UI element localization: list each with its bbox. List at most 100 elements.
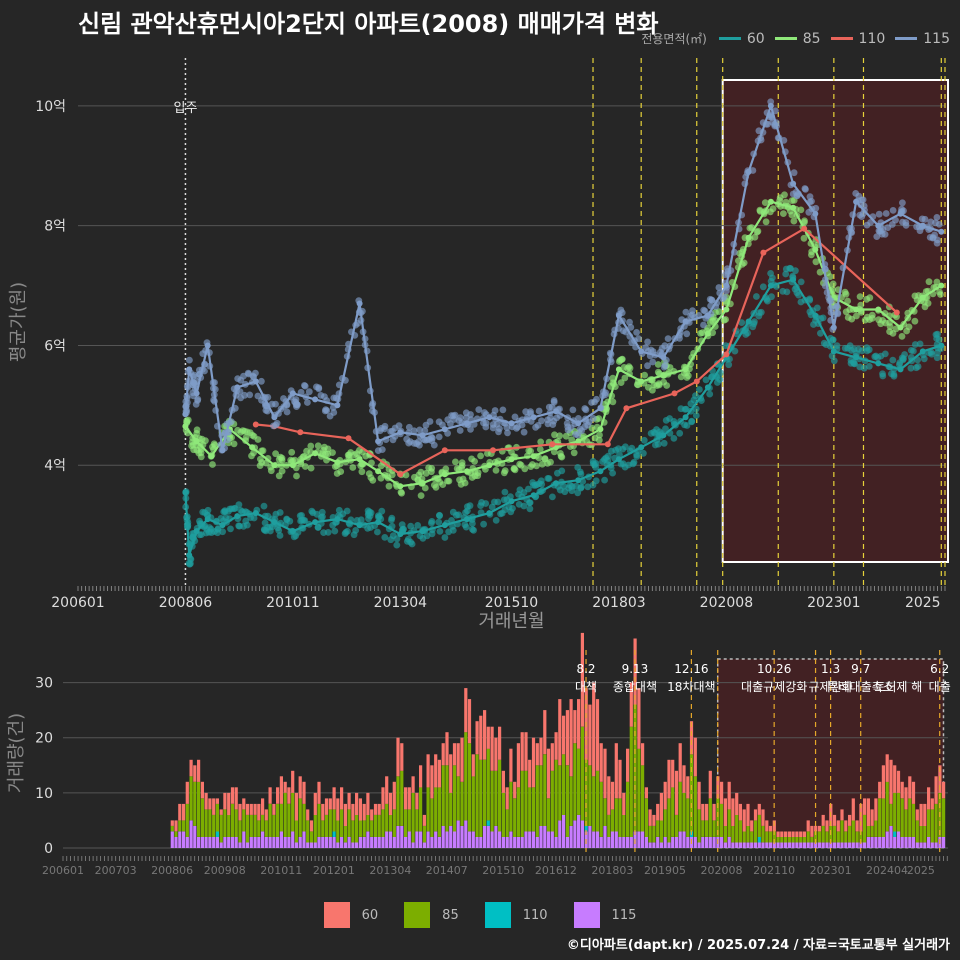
legend-bottom-item-115: 115: [573, 902, 636, 928]
legend-bottom: 60 85 110 115: [0, 902, 960, 928]
scatter-point-60: [716, 376, 724, 383]
bar-segment-85: [584, 759, 588, 826]
scatter-point-85: [533, 462, 540, 470]
scatter-point-115: [520, 428, 528, 436]
bar-segment-85: [467, 743, 472, 832]
bar-segment-60: [626, 748, 630, 782]
bar-segment-85: [227, 814, 231, 837]
scatter-point-85: [596, 431, 603, 439]
bar-segment-85: [475, 754, 479, 837]
scatter-point-115: [720, 293, 728, 301]
bar-segment-85: [242, 809, 246, 832]
bar-segment-85: [178, 820, 182, 832]
annotation-label: 규제완화: [809, 680, 853, 694]
bar-segment-85: [264, 820, 268, 837]
bar-segment-85: [535, 765, 539, 837]
scatter-point-115: [467, 411, 474, 418]
scatter-point-60: [609, 469, 616, 477]
bar-segment-85: [927, 809, 931, 837]
series-point-85: [723, 306, 730, 313]
scatter-point-60: [851, 360, 858, 368]
bar-segment-60: [313, 792, 317, 815]
scatter-point-85: [471, 458, 478, 465]
bar-segment-60: [287, 787, 291, 804]
bar-segment-60: [212, 798, 216, 815]
scatter-point-115: [644, 338, 651, 346]
bar-segment-60: [761, 809, 765, 826]
bar-segment-85: [689, 754, 694, 832]
bar-segment-60: [385, 776, 389, 804]
scatter-point-115: [927, 218, 935, 226]
series-point-60: [597, 468, 604, 475]
bar-segment-115: [874, 837, 878, 848]
bar-segment-85: [851, 820, 855, 843]
series-point-85: [464, 468, 470, 475]
bar-segment-115: [471, 831, 475, 848]
series-point-60: [830, 348, 837, 355]
scatter-point-60: [797, 278, 805, 286]
series-point-115: [597, 405, 604, 412]
series-point-60: [938, 342, 945, 349]
bar-segment-60: [806, 820, 810, 832]
bar-segment-115: [761, 842, 765, 848]
legend-swatch: [895, 37, 918, 40]
bar-segment-60: [573, 710, 577, 744]
bar-segment-115: [671, 837, 675, 848]
scatter-point-60: [286, 517, 294, 525]
scatter-point-85: [442, 465, 450, 473]
series-point-60: [853, 354, 860, 361]
bar-segment-115: [332, 837, 336, 848]
legend-bottom-item-85: 85: [404, 902, 459, 928]
bar-segment-60: [407, 787, 411, 810]
bar-segment-115: [701, 837, 705, 848]
scatter-point-115: [410, 439, 418, 447]
scatter-point-60: [630, 458, 638, 466]
x-tick-label: 202110: [753, 864, 795, 877]
bar-segment-60: [558, 699, 562, 766]
bar-segment-115: [377, 837, 381, 848]
bar-segment-85: [648, 825, 652, 843]
bar-segment-115: [197, 837, 201, 848]
scatter-point-115: [293, 403, 300, 410]
bar-segment-60: [836, 820, 840, 832]
series-point-115: [938, 228, 945, 235]
bar-segment-115: [385, 831, 389, 848]
series-point-110: [801, 225, 808, 232]
bar-segment-115: [727, 837, 731, 848]
bar-segment-115: [520, 837, 524, 848]
bar-segment-60: [170, 820, 174, 826]
bar-segment-60: [799, 831, 803, 837]
x-tick-label: 201612: [535, 864, 577, 877]
scatter-point-85: [511, 466, 519, 474]
y-tick-label: 8억: [44, 219, 66, 235]
bar-segment-85: [659, 820, 663, 843]
series-point-110: [549, 441, 556, 448]
bar-segment-115: [757, 842, 761, 848]
bar-segment-60: [791, 831, 795, 837]
bar-segment-85: [355, 814, 359, 843]
bar-segment-115: [889, 825, 893, 848]
scatter-point-60: [912, 364, 920, 372]
x-tick-label: 201304: [369, 864, 411, 877]
bar-segment-60: [189, 759, 193, 777]
bar-segment-85: [765, 831, 769, 843]
bar-segment-115: [509, 831, 513, 848]
series-point-115: [486, 414, 493, 421]
scatter-point-60: [829, 336, 837, 344]
bar-segment-60: [705, 803, 709, 821]
bar-segment-85: [430, 798, 434, 837]
credit-text: ©디아파트(dapt.kr) / 2025.07.24 / 자료=국토교통부 실…: [566, 938, 950, 953]
bar-segment-60: [501, 770, 505, 793]
scatter-point-60: [767, 277, 775, 285]
series-point-85: [356, 456, 363, 463]
bar-segment-115: [772, 842, 776, 848]
bar-segment-115: [437, 837, 441, 848]
bar-segment-85: [817, 831, 822, 843]
bar-segment-115: [595, 831, 600, 848]
x-tick-label: 201201: [313, 864, 355, 877]
scatter-point-60: [436, 528, 444, 535]
series-point-85: [182, 423, 189, 430]
bar-segment-115: [629, 837, 633, 848]
bar-segment-115: [302, 831, 306, 848]
legend-swatch: [404, 902, 431, 928]
